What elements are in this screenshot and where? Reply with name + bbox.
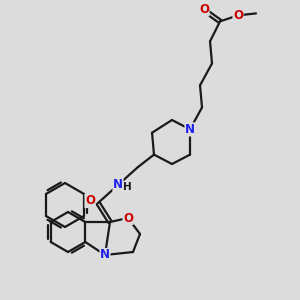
Text: N: N — [185, 123, 195, 136]
Text: O: O — [123, 212, 133, 224]
Text: H: H — [123, 182, 131, 192]
Text: O: O — [233, 9, 243, 22]
Text: N: N — [100, 248, 110, 262]
Text: O: O — [85, 194, 95, 208]
Text: N: N — [113, 178, 123, 191]
Text: O: O — [199, 3, 209, 16]
